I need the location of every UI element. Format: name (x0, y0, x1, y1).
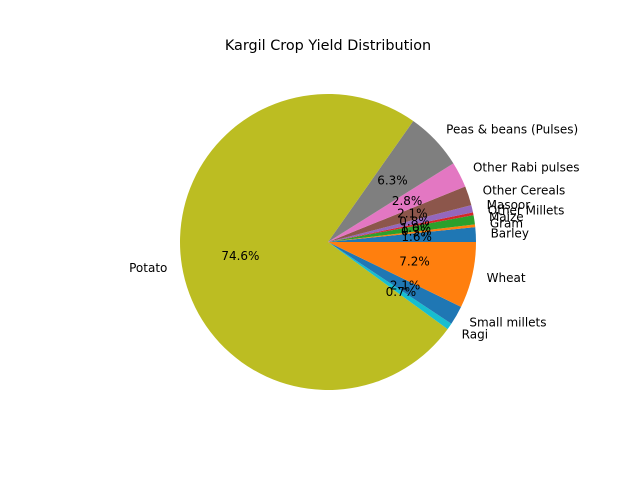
pie-slice-barley (328, 227, 476, 242)
pie-slice-gram (328, 224, 476, 242)
pie-slice-other-rabi-pulses (328, 163, 466, 242)
slice-label-small-millets: Small millets (469, 315, 546, 329)
slice-label-wheat: Wheat (487, 271, 526, 285)
pie-slice-small-millets (328, 242, 462, 324)
pie-slice-other-millets (328, 212, 474, 242)
pie-slice-maize (328, 215, 475, 242)
pct-label-ragi: 0.7% (386, 285, 417, 299)
pct-label-small-millets: 2.1% (390, 279, 421, 293)
percentage-labels: 1.6%0.3%1.0%0.8%2.1%2.8%6.3%74.6%0.7%2.1… (221, 173, 432, 299)
pct-label-masoor: 0.8% (399, 215, 430, 229)
pct-label-other-rabi-pulses: 2.8% (392, 194, 423, 208)
pct-label-peas-beans-pulses: 6.3% (377, 173, 408, 187)
slice-label-maize: Maize (489, 210, 524, 224)
pct-label-other-cereals: 2.1% (397, 207, 428, 221)
slice-label-barley: Barley (491, 226, 529, 240)
slice-label-potato: Potato (129, 261, 167, 275)
pie-slice-wheat (328, 242, 476, 307)
pct-label-barley: 1.6% (401, 230, 432, 244)
pct-label-gram: 0.3% (401, 225, 432, 239)
pie-slice-other-cereals (328, 186, 472, 242)
slice-label-other-millets: Other Millets (488, 203, 565, 217)
pie-slices (180, 94, 476, 391)
slice-label-gram: Gram (490, 217, 523, 231)
slice-label-peas-beans-pulses: Peas & beans (Pulses) (446, 123, 578, 137)
slice-label-ragi: Ragi (462, 327, 488, 341)
slice-label-other-rabi-pulses: Other Rabi pulses (473, 160, 580, 174)
pie-slice-peas-beans-pulses (328, 121, 454, 242)
pie-slice-potato (180, 94, 448, 391)
slice-label-masoor: Masoor (487, 198, 531, 212)
pct-label-maize: 1.0% (401, 221, 432, 235)
pie-slice-ragi (328, 242, 452, 330)
pct-label-potato: 74.6% (221, 249, 259, 263)
chart-title: Kargil Crop Yield Distribution (225, 38, 431, 54)
slice-label-other-cereals: Other Cereals (483, 184, 566, 198)
pie-slice-masoor (328, 205, 474, 242)
pct-label-wheat: 7.2% (399, 254, 430, 268)
